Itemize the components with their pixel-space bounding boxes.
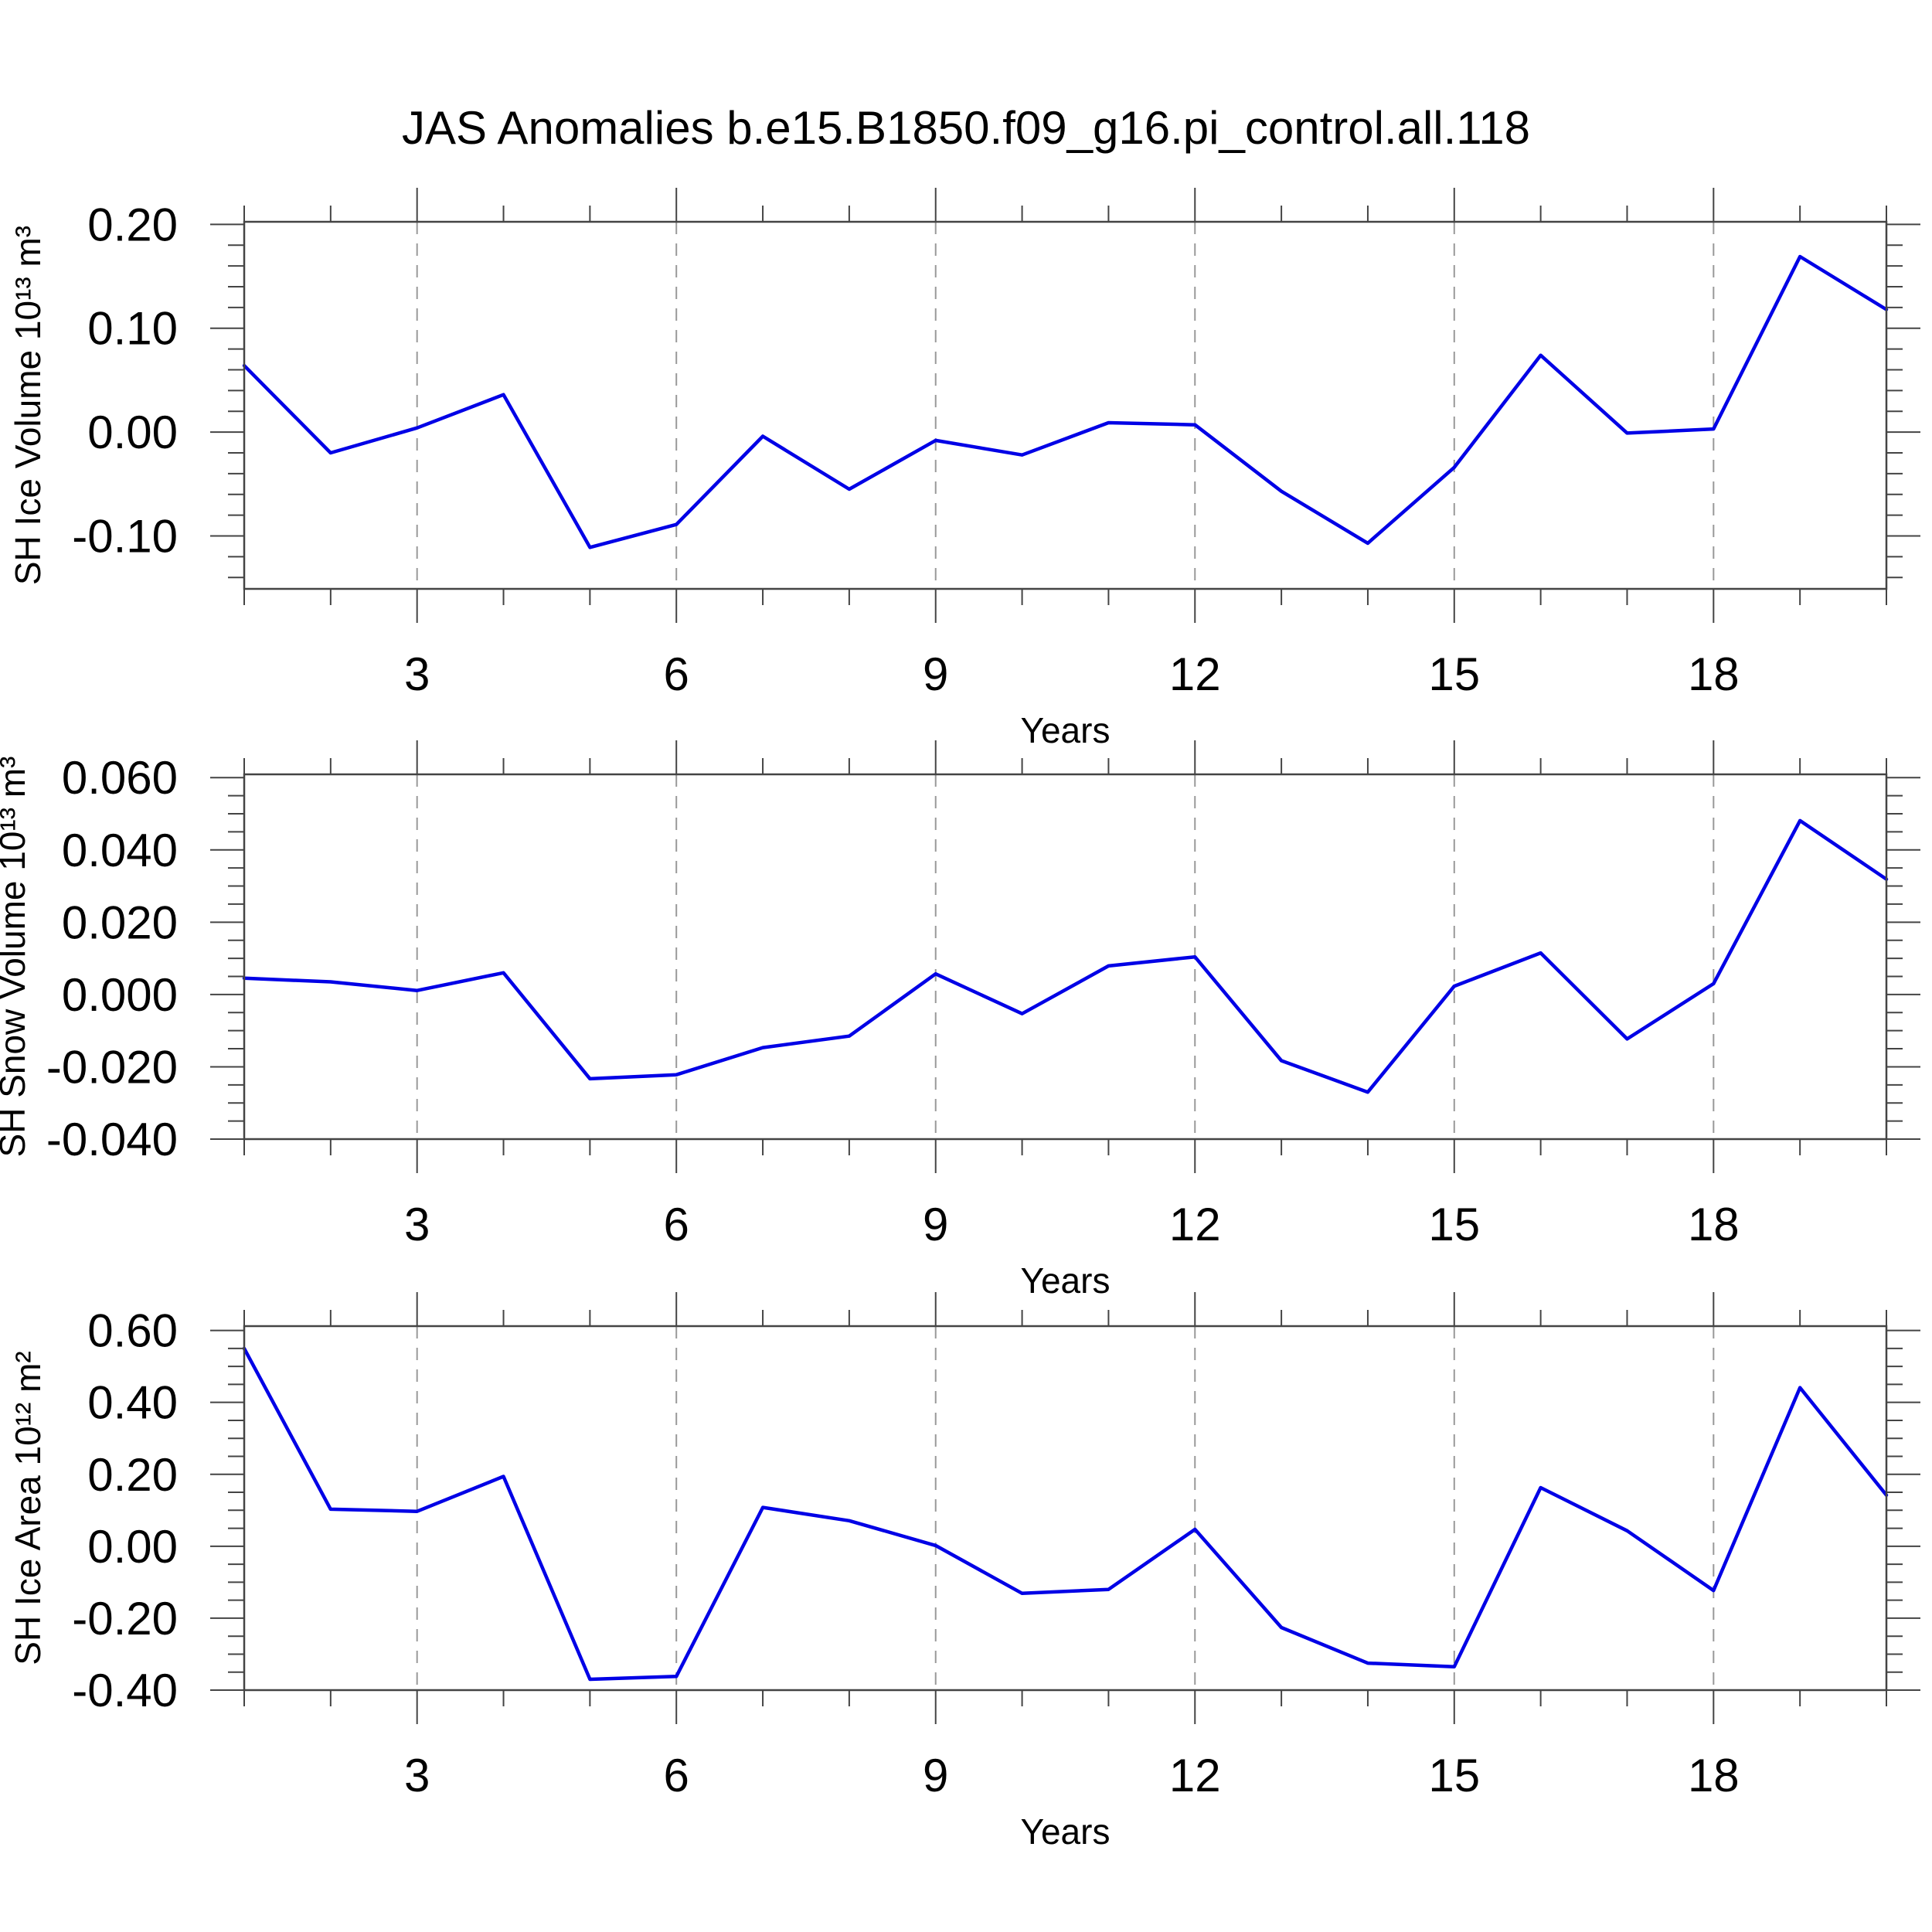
y-tick-label: 0.060 bbox=[62, 752, 178, 804]
x-tick-label: 12 bbox=[1169, 648, 1221, 700]
x-tick-label: 15 bbox=[1428, 1750, 1480, 1801]
x-tick-label: 9 bbox=[923, 1750, 948, 1801]
y-tick-label: 0.00 bbox=[87, 406, 178, 458]
y-tick-label: 0.40 bbox=[87, 1377, 178, 1429]
x-tick-label: 18 bbox=[1688, 1750, 1740, 1801]
y-axis-label: SH Snow Volume 10¹³ m³ bbox=[0, 757, 32, 1158]
y-tick-label: 0.20 bbox=[87, 199, 178, 250]
panel-1: 3 6 9 12 15 18 0.20 0.10 0.00 -0.10 Years SH Ice Vo… bbox=[8, 188, 1920, 750]
y-tick-label: -0.10 bbox=[72, 510, 178, 562]
panel-2: 3 6 9 12 15 18 0.060 0.040 0.020 0.000 -0.020 -0.04… bbox=[0, 740, 1920, 1301]
y-tick-label: -0.020 bbox=[46, 1041, 178, 1093]
x-tick-label: 18 bbox=[1688, 1199, 1740, 1250]
x-tick-label: 9 bbox=[923, 1199, 948, 1250]
axes-frame bbox=[243, 1325, 1888, 1692]
chart-title: JAS Anomalies b.e15.B1850.f09_g16.pi_con… bbox=[402, 102, 1530, 154]
x-tick-label: 6 bbox=[664, 1750, 689, 1801]
axes-frame bbox=[243, 220, 1888, 590]
axes-frame bbox=[243, 773, 1888, 1141]
x-axis-label: Years bbox=[1021, 710, 1111, 750]
y-tick-label: 0.040 bbox=[62, 825, 178, 876]
x-tick-label: 12 bbox=[1169, 1750, 1221, 1801]
y-tick-label: -0.40 bbox=[72, 1665, 178, 1716]
x-tick-label: 6 bbox=[664, 648, 689, 700]
y-tick-label: 0.20 bbox=[87, 1449, 178, 1501]
x-tick-label: 3 bbox=[404, 648, 430, 700]
y-tick-label: 0.020 bbox=[62, 896, 178, 948]
y-tick-label: 0.00 bbox=[87, 1521, 178, 1573]
x-tick-label: 15 bbox=[1428, 1199, 1480, 1250]
series-line bbox=[242, 818, 1889, 1094]
x-tick-label: 6 bbox=[664, 1199, 689, 1250]
x-tick-label: 3 bbox=[404, 1199, 430, 1250]
y-tick-label: 0.60 bbox=[87, 1305, 178, 1357]
series-line bbox=[242, 1346, 1889, 1682]
x-axis-label: Years bbox=[1021, 1260, 1111, 1301]
y-axis-label: SH Ice Area 10¹² m² bbox=[8, 1351, 48, 1665]
x-tick-label: 9 bbox=[923, 648, 948, 700]
x-tick-label: 18 bbox=[1688, 648, 1740, 700]
y-tick-label: -0.040 bbox=[46, 1114, 178, 1165]
y-tick-label: -0.20 bbox=[72, 1593, 178, 1645]
x-axis-label: Years bbox=[1021, 1811, 1111, 1852]
panels-group: 3 6 9 12 15 18 0.20 0.10 0.00 -0.10 Years SH Ice Vo… bbox=[0, 188, 1920, 1852]
y-tick-label: 0.10 bbox=[87, 303, 178, 355]
y-axis-label: SH Ice Volume 10¹³ m³ bbox=[8, 226, 48, 585]
x-tick-label: 15 bbox=[1428, 648, 1480, 700]
x-tick-label: 3 bbox=[404, 1750, 430, 1801]
panel-3: 3 6 9 12 15 18 0.60 0.40 0.20 0.00 -0.20 -0.40 Years… bbox=[8, 1292, 1920, 1852]
x-tick-label: 12 bbox=[1169, 1199, 1221, 1250]
series-line bbox=[242, 254, 1889, 549]
y-tick-label: 0.000 bbox=[62, 969, 178, 1021]
